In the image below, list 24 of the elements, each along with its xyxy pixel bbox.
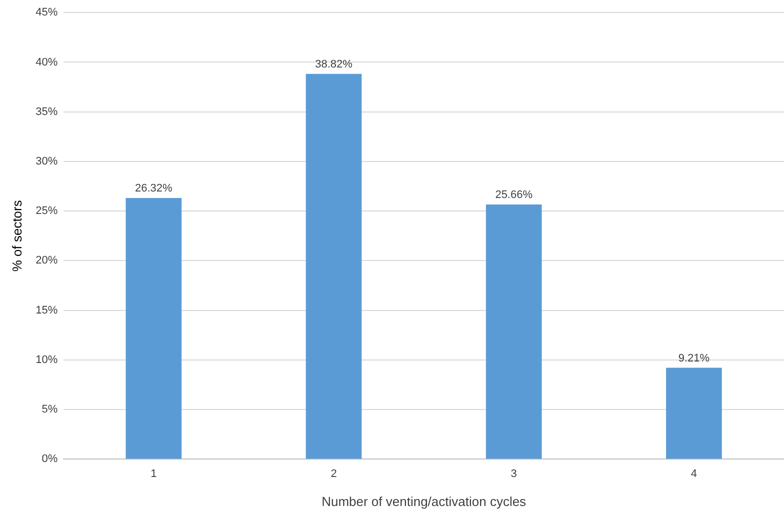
x-tick-label: 1 bbox=[150, 468, 157, 480]
y-tick-label: 15% bbox=[36, 304, 58, 316]
y-tick-label: 35% bbox=[36, 106, 58, 118]
x-axis-title: Number of venting/activation cycles bbox=[322, 494, 527, 509]
bar bbox=[306, 74, 362, 459]
y-tick-label: 0% bbox=[42, 453, 58, 466]
x-tick-label: 2 bbox=[330, 468, 337, 480]
y-tick-label: 5% bbox=[42, 404, 58, 416]
y-tick-label: 40% bbox=[36, 56, 58, 68]
y-axis-title: % of sectors bbox=[9, 200, 24, 272]
bar bbox=[126, 198, 182, 459]
y-tick-label: 45% bbox=[36, 6, 58, 19]
bar bbox=[486, 204, 542, 459]
y-tick-label: 10% bbox=[36, 354, 58, 366]
data-label: 9.21% bbox=[678, 352, 710, 364]
data-label: 25.66% bbox=[495, 189, 533, 202]
bar bbox=[666, 368, 722, 459]
x-tick-label: 3 bbox=[510, 468, 517, 480]
y-tick-label: 30% bbox=[36, 156, 58, 168]
y-tick-label: 25% bbox=[36, 205, 58, 218]
y-tick-label: 20% bbox=[36, 254, 58, 267]
x-tick-label: 4 bbox=[690, 468, 698, 480]
data-label: 38.82% bbox=[315, 58, 353, 70]
data-label: 26.32% bbox=[135, 182, 173, 195]
